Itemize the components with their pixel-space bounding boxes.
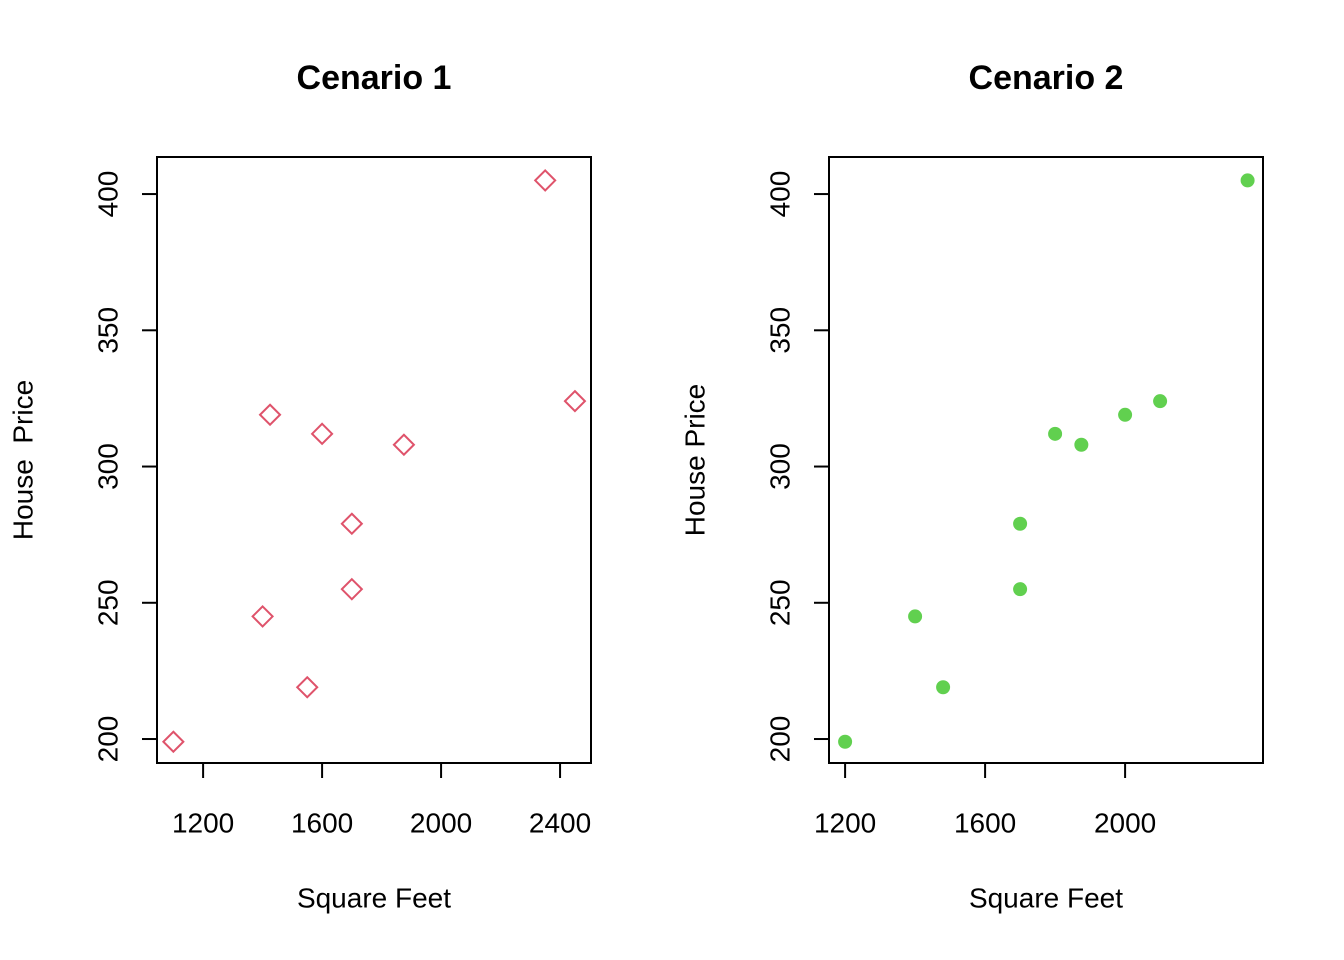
plot-frame (156, 156, 592, 764)
plot-frame (828, 156, 1264, 764)
y-tick-label: 200 (92, 716, 123, 763)
y-tick-label: 350 (764, 307, 795, 354)
point (161, 730, 185, 754)
point (251, 604, 275, 628)
point (838, 734, 853, 749)
point (1240, 173, 1255, 188)
x-axis-label: Square Feet (969, 882, 1123, 913)
point (310, 422, 334, 446)
point (936, 680, 951, 695)
y-axis-label: House Price (679, 384, 710, 537)
chart-title: Cenario 1 (297, 59, 452, 97)
x-axis-label: Square Feet (297, 882, 451, 913)
point (563, 389, 587, 413)
point (340, 512, 364, 536)
y-tick-label: 350 (92, 307, 123, 354)
point (392, 433, 416, 457)
y-tick-label: 300 (92, 443, 123, 490)
point (533, 169, 557, 192)
chart-title: Cenario 2 (969, 59, 1124, 97)
x-tick-label: 1200 (814, 807, 876, 838)
point (295, 675, 319, 699)
y-tick-label: 400 (764, 171, 795, 218)
point (1013, 516, 1028, 531)
point (1074, 437, 1089, 452)
point (908, 609, 923, 624)
point (1153, 394, 1168, 409)
y-tick-label: 250 (92, 579, 123, 626)
point (258, 403, 282, 427)
point (1048, 426, 1063, 441)
x-tick-label: 2000 (1094, 807, 1156, 838)
y-tick-label: 200 (764, 716, 795, 763)
y-tick-label: 400 (92, 171, 123, 218)
x-tick-label: 1600 (954, 807, 1016, 838)
x-tick-label: 2400 (529, 807, 591, 838)
x-tick-label: 2000 (410, 807, 472, 838)
point (1118, 407, 1133, 422)
y-tick-label: 250 (764, 579, 795, 626)
x-tick-label: 1600 (291, 807, 353, 838)
y-tick-label: 300 (764, 443, 795, 490)
point (1013, 582, 1028, 597)
x-tick-label: 1200 (172, 807, 234, 838)
y-axis-label: House Price (7, 380, 38, 540)
point (340, 577, 364, 601)
